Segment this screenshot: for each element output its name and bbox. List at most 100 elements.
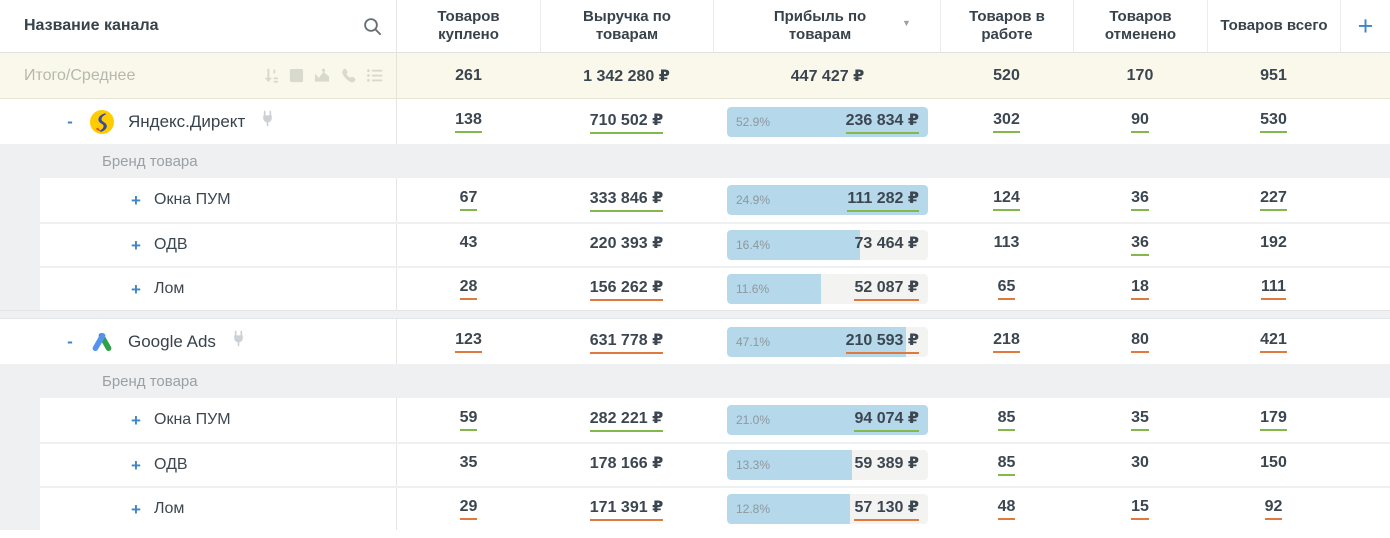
totals-in-work-value: 520 <box>993 66 1020 84</box>
total-value[interactable]: 150 <box>1260 454 1287 471</box>
bought-value[interactable]: 67 <box>459 189 478 211</box>
totals-row: Итого/Среднее 261 1 342 280 ₽ 447 427 ₽ … <box>0 53 1390 99</box>
section-gap <box>0 310 1390 319</box>
cell-total: 179 <box>1207 398 1340 442</box>
total-value[interactable]: 530 <box>1260 111 1287 133</box>
brand-name-cell: + Окна ПУМ <box>0 398 397 442</box>
column-header-in_work[interactable]: Товаров в работе <box>940 0 1073 52</box>
column-header-cancelled[interactable]: Товаров отменено <box>1073 0 1207 52</box>
yandex-direct-logo <box>89 109 115 135</box>
cancelled-value[interactable]: 30 <box>1131 454 1149 471</box>
table-row: + ОДВ 43 220 393 ₽ 16.4% 73 464 ₽ 113 36 192 <box>0 222 1390 266</box>
cell-bought: 123 <box>397 319 540 364</box>
area-chart-icon[interactable] <box>313 67 331 84</box>
bought-value[interactable]: 59 <box>459 409 478 431</box>
cancelled-value[interactable]: 80 <box>1131 331 1149 353</box>
in_work-value[interactable]: 302 <box>993 111 1020 133</box>
revenue-value[interactable]: 171 391 ₽ <box>589 497 664 521</box>
cell-in_work: 85 <box>940 398 1073 442</box>
column-header-bought[interactable]: Товаров куплено <box>397 0 540 52</box>
total-value[interactable]: 421 <box>1260 331 1287 353</box>
expand-toggle[interactable]: + <box>131 279 141 299</box>
totals-plus-cell <box>1340 53 1390 98</box>
brand-name-cell: + Окна ПУМ <box>0 178 397 222</box>
cell-total: 530 <box>1207 99 1340 144</box>
revenue-value[interactable]: 710 502 ₽ <box>589 110 664 134</box>
column-header-profit[interactable]: Прибыль по товарам ▼ <box>713 0 940 52</box>
list-icon[interactable] <box>366 68 384 83</box>
phone-icon[interactable] <box>340 67 357 84</box>
group-header-label: Бренд товара <box>102 152 198 170</box>
revenue-value[interactable]: 282 221 ₽ <box>589 408 664 432</box>
cell-cancelled: 18 <box>1073 268 1207 310</box>
plug-icon[interactable] <box>231 330 246 347</box>
cell-total: 111 <box>1207 268 1340 310</box>
total-value[interactable]: 179 <box>1260 409 1287 431</box>
cancelled-value[interactable]: 36 <box>1131 189 1149 211</box>
in_work-value[interactable]: 65 <box>997 278 1016 300</box>
column-header-label: Выручка по товарам <box>583 8 671 43</box>
plug-icon[interactable] <box>260 110 275 127</box>
cancelled-value[interactable]: 18 <box>1131 278 1149 300</box>
profit-value[interactable]: 52 087 ₽ <box>854 277 919 301</box>
profit-bar-fill <box>727 230 860 260</box>
cell-profit: 24.9% 111 282 ₽ <box>713 178 940 222</box>
profit-value[interactable]: 210 593 ₽ <box>845 330 919 354</box>
revenue-value[interactable]: 220 393 ₽ <box>589 235 664 252</box>
cancelled-value[interactable]: 90 <box>1131 111 1149 133</box>
cell-revenue: 171 391 ₽ <box>540 488 713 530</box>
bought-value[interactable]: 35 <box>459 454 478 471</box>
cancelled-value[interactable]: 15 <box>1131 498 1149 520</box>
profit-value[interactable]: 73 464 ₽ <box>854 235 919 252</box>
profit-bar: 21.0% 94 074 ₽ <box>727 405 928 435</box>
collapse-toggle[interactable]: - <box>67 112 73 131</box>
sort-numeric-icon[interactable] <box>263 67 280 84</box>
in_work-value[interactable]: 85 <box>997 454 1016 476</box>
cell-total: 92 <box>1207 488 1340 530</box>
bought-value[interactable]: 123 <box>455 331 482 353</box>
revenue-value[interactable]: 631 778 ₽ <box>589 330 664 354</box>
add-column-button[interactable]: + <box>1357 10 1374 41</box>
bought-value[interactable]: 138 <box>455 111 482 133</box>
expand-toggle[interactable]: + <box>131 499 141 519</box>
profit-value[interactable]: 94 074 ₽ <box>854 408 919 432</box>
total-value[interactable]: 92 <box>1264 498 1283 520</box>
revenue-value[interactable]: 156 262 ₽ <box>589 277 664 301</box>
profit-value[interactable]: 59 389 ₽ <box>854 455 919 472</box>
totals-name-cell: Итого/Среднее <box>0 53 397 98</box>
square-icon[interactable] <box>289 68 304 83</box>
in_work-value[interactable]: 113 <box>993 234 1020 251</box>
search-icon[interactable] <box>363 17 382 36</box>
cell-cancelled: 80 <box>1073 319 1207 364</box>
expand-toggle[interactable]: + <box>131 190 141 210</box>
channel-name: Яндекс.Директ <box>128 111 246 131</box>
profit-value[interactable]: 236 834 ₽ <box>845 110 919 134</box>
expand-toggle[interactable]: + <box>131 410 141 430</box>
in_work-value[interactable]: 48 <box>997 498 1016 520</box>
revenue-value[interactable]: 178 166 ₽ <box>589 455 664 472</box>
cancelled-value[interactable]: 36 <box>1131 234 1149 256</box>
cancelled-value[interactable]: 35 <box>1131 409 1149 431</box>
totals-profit-cell: 447 427 ₽ <box>713 53 940 98</box>
cell-total: 192 <box>1207 224 1340 266</box>
profit-value[interactable]: 111 282 ₽ <box>847 188 919 212</box>
bought-value[interactable]: 43 <box>459 234 478 251</box>
bought-value[interactable]: 29 <box>459 498 478 520</box>
profit-value[interactable]: 57 130 ₽ <box>854 497 919 521</box>
in_work-value[interactable]: 124 <box>993 189 1020 211</box>
collapse-toggle[interactable]: - <box>67 332 73 351</box>
total-value[interactable]: 192 <box>1260 234 1287 251</box>
column-header-total[interactable]: Товаров всего <box>1207 0 1340 52</box>
in_work-value[interactable]: 218 <box>993 331 1020 353</box>
bought-value[interactable]: 28 <box>459 278 478 300</box>
expand-toggle[interactable]: + <box>131 455 141 475</box>
column-header-revenue[interactable]: Выручка по товарам <box>540 0 713 52</box>
total-value[interactable]: 111 <box>1261 278 1286 300</box>
profit-bar: 16.4% 73 464 ₽ <box>727 230 928 260</box>
cell-profit: 16.4% 73 464 ₽ <box>713 224 940 266</box>
total-value[interactable]: 227 <box>1260 189 1287 211</box>
expand-toggle[interactable]: + <box>131 235 141 255</box>
group-header-label: Бренд товара <box>102 372 198 390</box>
in_work-value[interactable]: 85 <box>997 409 1016 431</box>
revenue-value[interactable]: 333 846 ₽ <box>589 188 664 212</box>
